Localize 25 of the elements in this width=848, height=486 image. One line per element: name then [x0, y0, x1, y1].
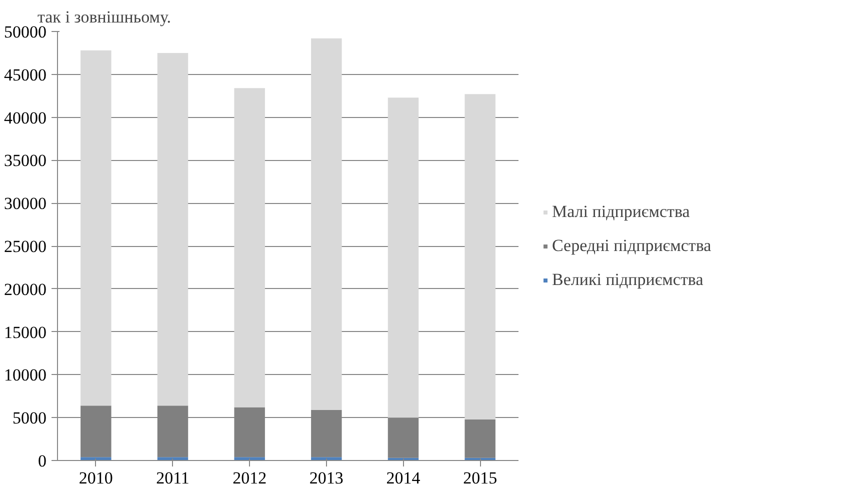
x-tick-label: 2012 [232, 468, 267, 486]
x-tick-label: 2011 [156, 468, 190, 486]
y-tick-label: 40000 [4, 108, 46, 128]
x-tick-label: 2013 [309, 468, 344, 486]
x-tick-label: 2015 [463, 468, 498, 486]
y-tick-label: 0 [38, 452, 46, 470]
x-tick-label: 2014 [386, 468, 421, 486]
legend-label: Великі підприємства [552, 270, 704, 290]
y-tick-label: 10000 [4, 366, 46, 385]
y-tick-label: 15000 [4, 322, 46, 342]
bar [80, 50, 112, 406]
y-tick-label: 5000 [12, 408, 46, 428]
y-tick-label: 45000 [4, 65, 46, 84]
bar [234, 88, 265, 408]
bar [311, 38, 342, 410]
y-tick-label: 35000 [4, 151, 46, 170]
legend-label: Малі підприємства [552, 202, 690, 222]
y-tick-label: 30000 [4, 194, 46, 214]
bar [388, 98, 419, 418]
bar [464, 94, 496, 420]
x-tick-label: 2010 [78, 468, 113, 486]
bar [157, 52, 188, 406]
legend-label: Середні підприємства [552, 236, 712, 256]
y-tick-label: 20000 [4, 280, 46, 299]
y-tick-label: 25000 [4, 237, 46, 256]
